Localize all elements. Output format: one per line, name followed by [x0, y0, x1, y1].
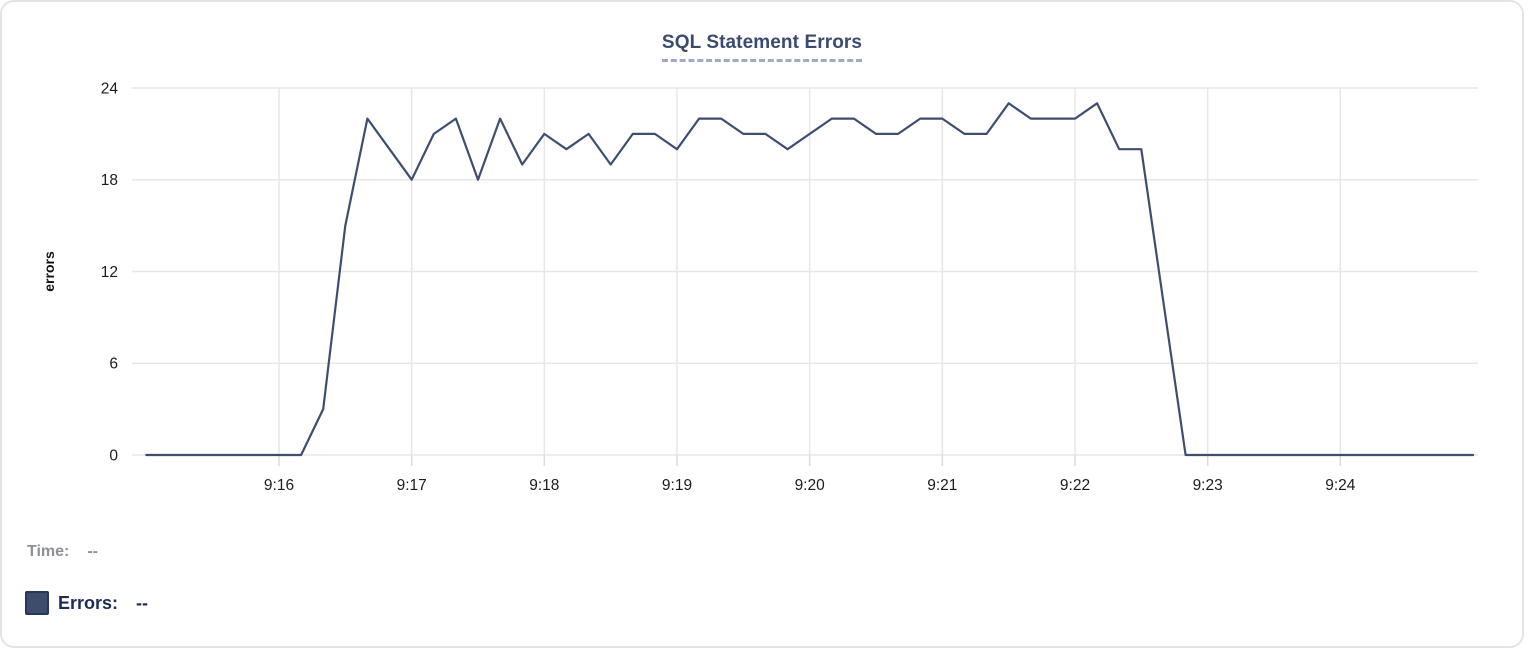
y-axis-title: errors — [41, 251, 57, 292]
sql-statement-errors-chart[interactable]: 0 6 12 18 24 9:16 9:17 9:18 9:19 9:20 9:21 9:22 9:23… — [2, 2, 1528, 502]
x-axis-tick-label: 9:21 — [927, 477, 957, 494]
x-axis-tick-label: 9:19 — [662, 477, 692, 494]
x-axis-tick-label: 9:18 — [529, 477, 559, 494]
legend-errors-row[interactable]: Errors: -- — [25, 591, 148, 615]
errors-label: Errors: — [58, 592, 119, 613]
errors-series-swatch — [25, 591, 49, 615]
y-axis-tick-label: 6 — [109, 356, 118, 373]
hover-readout-time: Time: -- — [27, 543, 98, 561]
time-label: Time: — [27, 543, 70, 560]
x-axis-tick-label: 9:17 — [397, 477, 427, 494]
chart-title-wrap: SQL Statement Errors — [2, 32, 1522, 62]
x-axis-tick-label: 9:16 — [264, 477, 294, 494]
x-axis-tick-label: 9:23 — [1193, 477, 1223, 494]
y-axis-tick-label: 18 — [101, 172, 118, 189]
time-value: -- — [87, 543, 99, 560]
y-axis-tick-label: 12 — [101, 264, 118, 281]
errors-series-line — [145, 102, 1475, 457]
x-axis-tick-label: 9:20 — [795, 477, 826, 494]
y-axis-tick-label: 24 — [101, 80, 119, 97]
x-axis-tick-label: 9:24 — [1325, 477, 1356, 494]
y-axis-tick-label: 0 — [109, 448, 118, 465]
chart-title[interactable]: SQL Statement Errors — [661, 32, 863, 62]
x-axis-tick-label: 9:22 — [1060, 477, 1090, 494]
errors-value: -- — [136, 592, 149, 613]
